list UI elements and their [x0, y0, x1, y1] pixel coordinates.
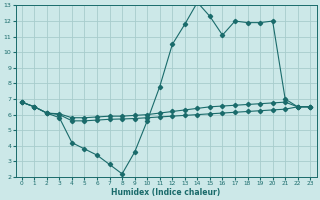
X-axis label: Humidex (Indice chaleur): Humidex (Indice chaleur) [111, 188, 221, 197]
